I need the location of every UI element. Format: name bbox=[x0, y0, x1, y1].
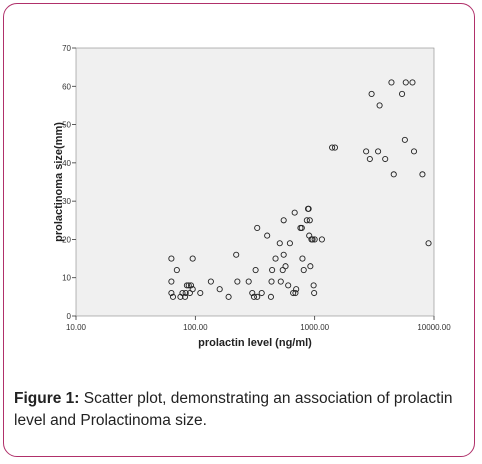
y-tick-label: 0 bbox=[67, 312, 72, 321]
data-point bbox=[225, 293, 232, 300]
y-tick-label: 60 bbox=[62, 82, 71, 91]
data-point bbox=[254, 293, 261, 300]
data-point bbox=[318, 236, 325, 243]
data-point bbox=[185, 282, 192, 289]
data-point bbox=[250, 293, 258, 300]
y-tick-label: 10 bbox=[62, 274, 71, 283]
data-point bbox=[276, 240, 283, 247]
data-point bbox=[311, 236, 318, 243]
data-point bbox=[280, 251, 287, 258]
figure: 0 10 20 30 40 50 60 70 10.00 100.00 1000.00 10000.… bbox=[10, 10, 464, 372]
data-point bbox=[233, 251, 240, 258]
data-point bbox=[285, 282, 292, 289]
caption-text: Scatter plot, demonstrating an associati… bbox=[14, 390, 453, 429]
data-point bbox=[310, 282, 317, 289]
y-axis: 0 10 20 30 40 50 60 70 bbox=[62, 44, 76, 321]
data-point bbox=[207, 278, 214, 285]
data-point bbox=[390, 171, 397, 178]
data-point bbox=[282, 263, 289, 270]
data-point bbox=[399, 90, 406, 97]
data-point bbox=[254, 224, 261, 231]
data-point bbox=[182, 289, 189, 297]
data-point bbox=[168, 255, 175, 262]
data-point bbox=[419, 171, 426, 178]
y-tick-label: 30 bbox=[62, 197, 71, 206]
data-point bbox=[376, 102, 383, 109]
data-point bbox=[186, 289, 193, 297]
data-point bbox=[401, 136, 408, 143]
data-point bbox=[311, 289, 318, 297]
data-point bbox=[168, 289, 175, 297]
data-point bbox=[303, 217, 310, 224]
x-tick-label: 10.00 bbox=[66, 323, 87, 332]
data-point bbox=[368, 90, 375, 97]
x-tick-label: 1000.00 bbox=[300, 323, 329, 332]
plot-area bbox=[75, 47, 435, 317]
x-tick-label: 10000.00 bbox=[417, 323, 451, 332]
x-axis-label: prolactin level (ng/ml) bbox=[198, 337, 312, 349]
data-point bbox=[293, 286, 300, 293]
data-point bbox=[409, 79, 416, 86]
data-point bbox=[307, 263, 314, 270]
data-point bbox=[388, 79, 395, 86]
data-point bbox=[291, 209, 298, 216]
data-point bbox=[331, 144, 339, 151]
data-point bbox=[173, 267, 180, 274]
data-point bbox=[183, 282, 190, 289]
data-point bbox=[267, 293, 274, 300]
data-point bbox=[329, 144, 336, 151]
data-point bbox=[306, 217, 313, 224]
data-point bbox=[169, 293, 177, 300]
data-point bbox=[258, 289, 265, 297]
data-point bbox=[245, 278, 252, 285]
y-tick-label: 40 bbox=[62, 159, 71, 168]
y-axis-label: prolactinoma size(mm) bbox=[53, 122, 65, 242]
data-point bbox=[216, 286, 223, 293]
data-point bbox=[168, 278, 175, 285]
data-point bbox=[269, 267, 276, 274]
x-axis: 10.00 100.00 1000.00 10000.00 bbox=[66, 316, 451, 332]
data-point bbox=[286, 240, 293, 247]
y-tick-label: 20 bbox=[62, 235, 71, 244]
data-point bbox=[290, 289, 297, 297]
data-point bbox=[363, 148, 370, 155]
data-point bbox=[189, 255, 196, 262]
data-point bbox=[268, 278, 275, 285]
data-point bbox=[272, 255, 279, 262]
caption-label: Figure 1: bbox=[14, 390, 80, 407]
scatter-chart: 0 10 20 30 40 50 60 70 10.00 100.00 1000.00 10000.… bbox=[10, 10, 464, 372]
data-point bbox=[279, 267, 286, 274]
data-point bbox=[382, 155, 389, 163]
figure-caption: Figure 1: Scatter plot, demonstrating an… bbox=[14, 388, 454, 432]
x-tick-label: 100.00 bbox=[183, 323, 208, 332]
data-point bbox=[298, 224, 305, 231]
data-point bbox=[309, 236, 316, 243]
y-tick-label: 70 bbox=[62, 44, 71, 53]
data-point bbox=[305, 205, 312, 212]
data-point bbox=[410, 148, 418, 155]
data-point bbox=[292, 289, 299, 297]
y-tick-label: 50 bbox=[62, 121, 71, 130]
data-points bbox=[168, 79, 432, 300]
data-point bbox=[375, 148, 382, 155]
data-point bbox=[402, 79, 409, 86]
data-point bbox=[181, 293, 189, 300]
data-point bbox=[299, 255, 306, 262]
data-point bbox=[300, 267, 307, 274]
data-point bbox=[264, 232, 271, 239]
data-point bbox=[425, 240, 432, 247]
data-point bbox=[249, 289, 256, 297]
data-point bbox=[197, 289, 204, 297]
data-point bbox=[366, 155, 373, 163]
data-point bbox=[187, 282, 195, 289]
data-point bbox=[234, 278, 241, 285]
data-point bbox=[189, 286, 196, 293]
data-point bbox=[277, 278, 284, 285]
data-point bbox=[252, 267, 259, 274]
data-point bbox=[280, 217, 287, 224]
